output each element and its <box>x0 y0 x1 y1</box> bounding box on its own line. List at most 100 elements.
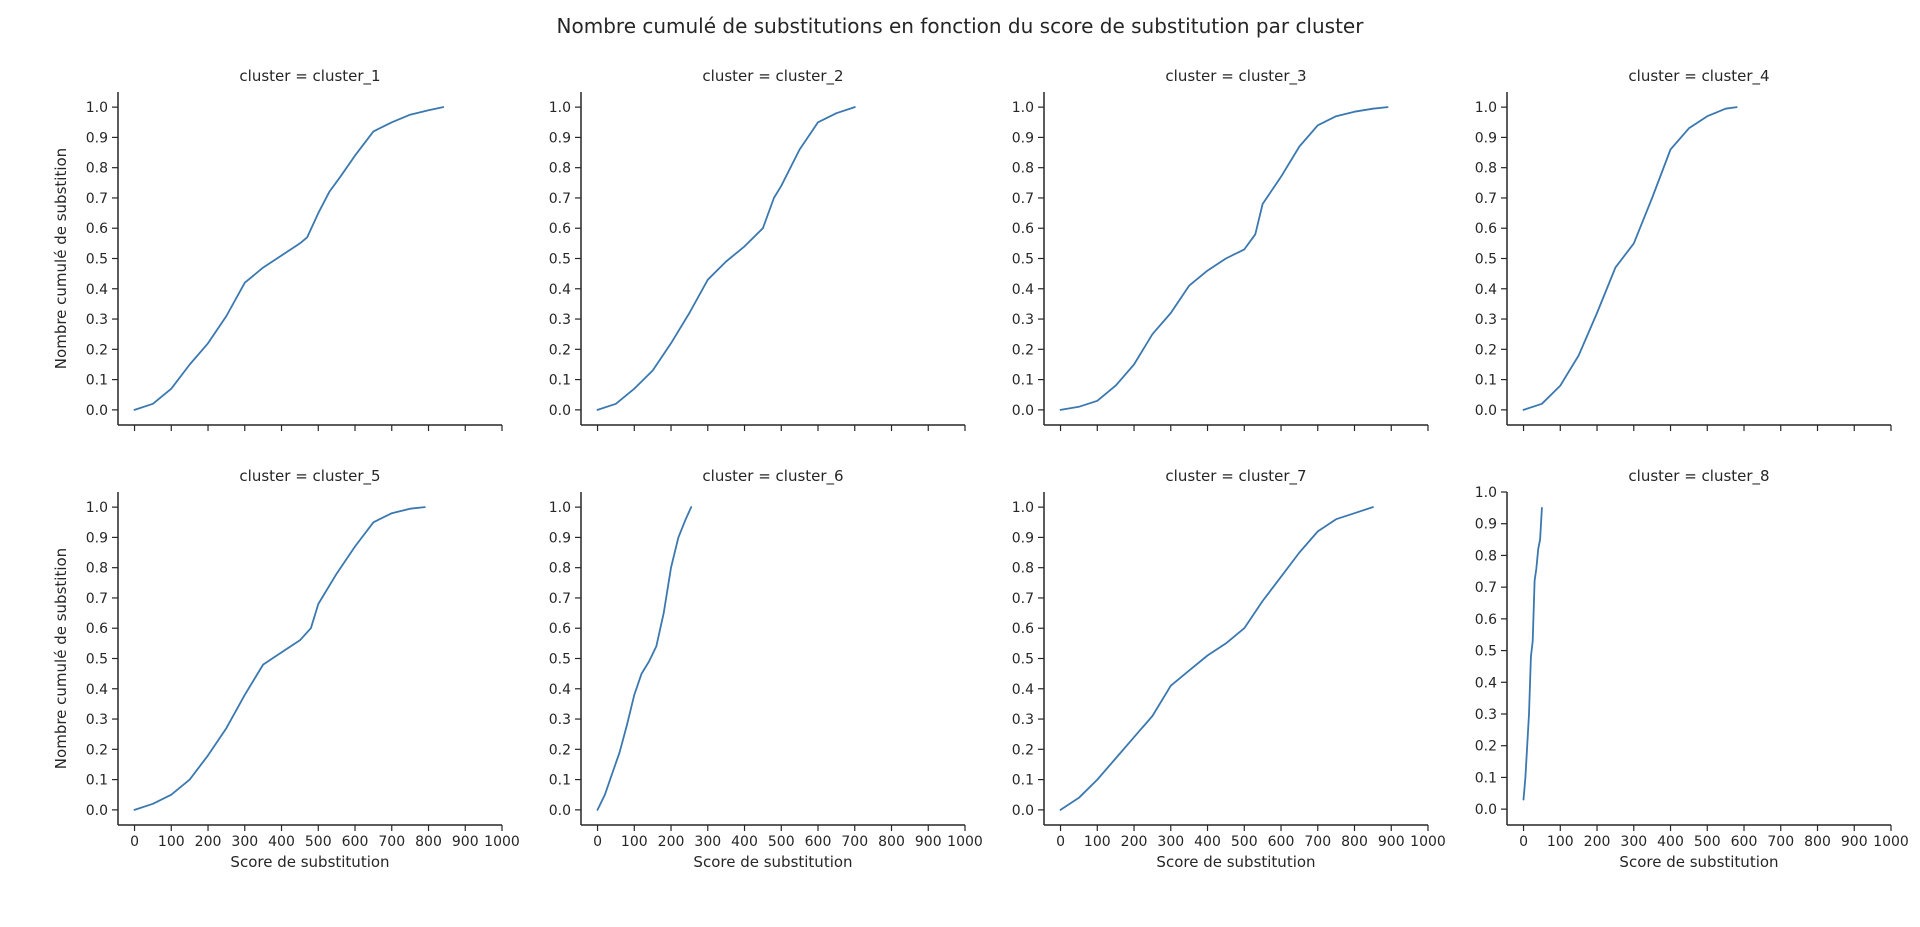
x-tick-label: 0 <box>1056 834 1065 850</box>
x-tick-label: 200 <box>1121 834 1148 850</box>
chart-panel: cluster = cluster_7 0.0 0.1 0.2 0.3 0.4 0.5 0.6… <box>1012 467 1446 871</box>
y-tick-label: 0.7 <box>549 191 571 207</box>
y-tick-label: 0.8 <box>1475 548 1497 564</box>
series-line <box>1059 506 1374 811</box>
y-tick-label: 0.5 <box>1475 252 1497 268</box>
x-tick-label: 300 <box>694 834 721 850</box>
x-tick-label: 1000 <box>484 834 520 850</box>
x-tick-label: 400 <box>1194 834 1221 850</box>
panel-title: cluster = cluster_3 <box>1165 67 1306 86</box>
panel-title: cluster = cluster_2 <box>702 67 843 86</box>
x-tick-label: 100 <box>1547 834 1574 850</box>
y-tick-label: 0.2 <box>86 342 108 358</box>
y-tick-label: 0.3 <box>86 712 108 728</box>
y-tick-label: 0.7 <box>549 591 571 607</box>
x-tick-label: 800 <box>415 834 442 850</box>
chart-panel: cluster = cluster_8 0.0 0.1 0.2 0.3 0.4 0.5 0.6… <box>1475 467 1909 871</box>
y-tick-label: 0.4 <box>1475 282 1497 298</box>
series-line <box>596 106 856 411</box>
y-tick-label: 0.8 <box>86 161 108 177</box>
y-tick-label: 0.3 <box>1012 712 1034 728</box>
series-line <box>1522 106 1738 411</box>
y-tick-label: 0.6 <box>1475 221 1497 237</box>
series-line <box>596 506 693 811</box>
y-tick-label: 0.2 <box>1475 739 1497 755</box>
y-tick-label: 1.0 <box>549 100 571 116</box>
y-tick-label: 0.9 <box>549 130 571 146</box>
y-tick-label: 0.1 <box>86 773 108 789</box>
y-tick-label: 0.9 <box>1012 530 1034 546</box>
y-tick-label: 0.2 <box>1475 342 1497 358</box>
y-tick-label: 0.5 <box>1475 644 1497 660</box>
x-tick-label: 200 <box>195 834 222 850</box>
y-tick-label: 0.1 <box>1012 773 1034 789</box>
x-tick-label: 600 <box>1268 834 1295 850</box>
panel-title: cluster = cluster_6 <box>702 467 843 486</box>
y-tick-label: 0.1 <box>1475 770 1497 786</box>
x-tick-label: 900 <box>1378 834 1405 850</box>
x-tick-label: 700 <box>1304 834 1331 850</box>
chart-panel: cluster = cluster_6 0.0 0.1 0.2 0.3 0.4 0.5 0.6… <box>549 467 983 871</box>
panel-title: cluster = cluster_4 <box>1628 67 1769 86</box>
y-tick-label: 0.8 <box>549 161 571 177</box>
x-tick-label: 100 <box>158 834 185 850</box>
series-line <box>1059 106 1389 411</box>
y-axis-label: Nombre cumulé de substition <box>52 148 70 369</box>
y-tick-label: 0.3 <box>1012 312 1034 328</box>
y-tick-label: 0.0 <box>1012 803 1034 819</box>
y-tick-label: 0.5 <box>549 252 571 268</box>
x-tick-label: 600 <box>805 834 832 850</box>
x-tick-label: 800 <box>1804 834 1831 850</box>
x-tick-label: 900 <box>915 834 942 850</box>
y-tick-label: 0.7 <box>1475 191 1497 207</box>
x-tick-label: 900 <box>452 834 479 850</box>
x-tick-label: 500 <box>1231 834 1258 850</box>
panel-title: cluster = cluster_7 <box>1165 467 1306 486</box>
y-tick-label: 0.1 <box>549 373 571 389</box>
y-tick-label: 0.0 <box>86 803 108 819</box>
y-tick-label: 0.2 <box>549 742 571 758</box>
chart-panels: cluster = cluster_1 0.0 0.1 0.2 0.3 0.4 0.5 0.6… <box>52 67 1909 871</box>
y-tick-label: 0.0 <box>1475 403 1497 419</box>
y-tick-label: 0.5 <box>1012 652 1034 668</box>
x-axis-label: Score de substitution <box>230 853 389 871</box>
x-tick-label: 1000 <box>1410 834 1446 850</box>
x-tick-label: 300 <box>1620 834 1647 850</box>
y-tick-label: 0.6 <box>549 621 571 637</box>
y-tick-label: 0.0 <box>549 403 571 419</box>
y-tick-label: 0.1 <box>1012 373 1034 389</box>
y-tick-label: 1.0 <box>86 100 108 116</box>
y-tick-label: 0.3 <box>86 312 108 328</box>
x-axis-label: Score de substitution <box>1156 853 1315 871</box>
x-tick-label: 500 <box>1694 834 1721 850</box>
y-tick-label: 0.9 <box>1475 517 1497 533</box>
y-tick-label: 0.3 <box>549 712 571 728</box>
y-tick-label: 0.1 <box>1475 373 1497 389</box>
y-tick-label: 0.4 <box>86 682 108 698</box>
y-tick-label: 0.1 <box>86 373 108 389</box>
x-tick-label: 300 <box>231 834 258 850</box>
x-tick-label: 800 <box>878 834 905 850</box>
chart-panel: cluster = cluster_4 0.0 0.1 0.2 0.3 0.4 0.5 0.6… <box>1475 67 1892 431</box>
y-tick-label: 0.5 <box>86 652 108 668</box>
x-tick-label: 1000 <box>947 834 983 850</box>
y-tick-label: 0.7 <box>86 591 108 607</box>
x-tick-label: 400 <box>731 834 758 850</box>
y-tick-label: 0.5 <box>1012 252 1034 268</box>
y-tick-label: 0.4 <box>549 282 571 298</box>
x-tick-label: 600 <box>342 834 369 850</box>
x-tick-label: 700 <box>1767 834 1794 850</box>
y-tick-label: 0.0 <box>1475 802 1497 818</box>
x-tick-label: 100 <box>621 834 648 850</box>
y-tick-label: 1.0 <box>86 500 108 516</box>
y-tick-label: 0.3 <box>549 312 571 328</box>
x-tick-label: 700 <box>841 834 868 850</box>
y-tick-label: 0.6 <box>1012 621 1034 637</box>
x-tick-label: 200 <box>658 834 685 850</box>
y-tick-label: 0.6 <box>86 221 108 237</box>
x-tick-label: 100 <box>1084 834 1111 850</box>
series-line <box>133 506 426 811</box>
y-tick-label: 0.8 <box>1012 161 1034 177</box>
y-tick-label: 1.0 <box>549 500 571 516</box>
